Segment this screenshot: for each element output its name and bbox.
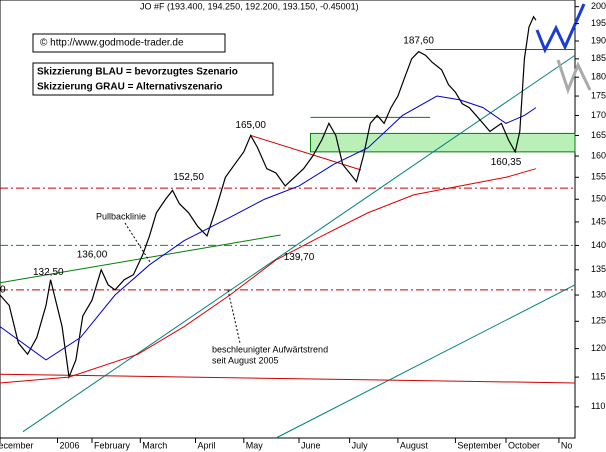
annotation: 0 — [0, 285, 6, 296]
x-tick-label: August — [400, 440, 429, 450]
y-tick-label: 110 — [591, 401, 605, 411]
annotation-anchor — [0, 289, 1, 291]
y-tick-label: 155 — [591, 172, 606, 182]
y-tick-label: 190 — [591, 35, 606, 45]
x-tick-label: December — [0, 440, 34, 450]
y-tick-label: 130 — [591, 289, 606, 299]
watermark: © http://www.godmode-trader.de — [40, 38, 184, 49]
series-line — [0, 168, 537, 384]
legend-line: Skizzierung GRAU = Alternativszenario — [37, 82, 223, 93]
trendline — [0, 373, 576, 384]
annotation-anchor — [250, 124, 252, 126]
x-tick-label: July — [352, 440, 369, 450]
y-tick-label: 180 — [591, 72, 606, 82]
x-tick-label: September — [457, 440, 501, 450]
chart-title: JO #F (193.400, 194.250, 192.200, 193.15… — [140, 1, 359, 11]
annotation: 152,50 — [173, 172, 204, 183]
note: seit August 2005 — [212, 355, 279, 365]
x-tick-label: June — [301, 440, 321, 450]
annotation-anchor — [505, 161, 507, 163]
annotation: 165,00 — [235, 120, 266, 131]
annotation-anchor — [91, 254, 93, 256]
y-tick-label: 135 — [591, 264, 606, 274]
y-tick-label: 195 — [591, 18, 606, 28]
watermark-box — [32, 33, 226, 53]
annotation-anchor — [298, 256, 300, 258]
x-tick-label: March — [142, 440, 167, 450]
note-pointer — [227, 289, 241, 344]
annotation: 136,00 — [77, 250, 108, 261]
zone — [310, 132, 576, 153]
scenario-blue — [535, 3, 586, 54]
x-tick-label: No — [561, 440, 573, 450]
annotation: 160,35 — [491, 157, 522, 168]
y-tick-label: 170 — [591, 110, 606, 120]
legend-line: Skizzierung BLAU = bevorzugtes Szenario — [37, 67, 238, 78]
x-tick-label: 2006 — [60, 440, 80, 450]
note: Pullbacklinie — [96, 211, 146, 221]
y-tick-label: 150 — [591, 194, 606, 204]
annotation-anchor — [418, 40, 420, 42]
annotation: 139,70 — [284, 252, 315, 263]
y-tick-label: 120 — [591, 343, 606, 353]
x-tick-label: October — [508, 440, 540, 450]
y-tick-label: 115 — [591, 371, 605, 381]
x-tick-label: May — [246, 440, 264, 450]
annotation-anchor — [47, 271, 49, 273]
y-tick-label: 185 — [591, 53, 606, 63]
x-tick-label: April — [198, 440, 216, 450]
y-tick-label: 140 — [591, 240, 606, 250]
y-tick-label: 165 — [591, 130, 606, 140]
trendline — [22, 54, 576, 433]
legend-box — [32, 62, 274, 96]
trendline — [275, 284, 576, 439]
y-tick-label: 145 — [591, 216, 606, 226]
y-tick-label: 200 — [591, 1, 606, 11]
scenario-grey — [556, 59, 592, 95]
series-line — [0, 95, 537, 361]
annotation: 187,60 — [403, 36, 434, 47]
x-tick-label: February — [94, 440, 131, 450]
annotation: 132,50 — [33, 267, 64, 278]
y-tick-label: 175 — [591, 90, 606, 100]
note: beschleunigter Aufwärtstrend — [212, 344, 328, 354]
y-tick-label: 125 — [591, 316, 606, 326]
y-tick-label: 160 — [591, 150, 606, 160]
annotation-anchor — [188, 176, 190, 178]
series-line — [0, 15, 537, 380]
